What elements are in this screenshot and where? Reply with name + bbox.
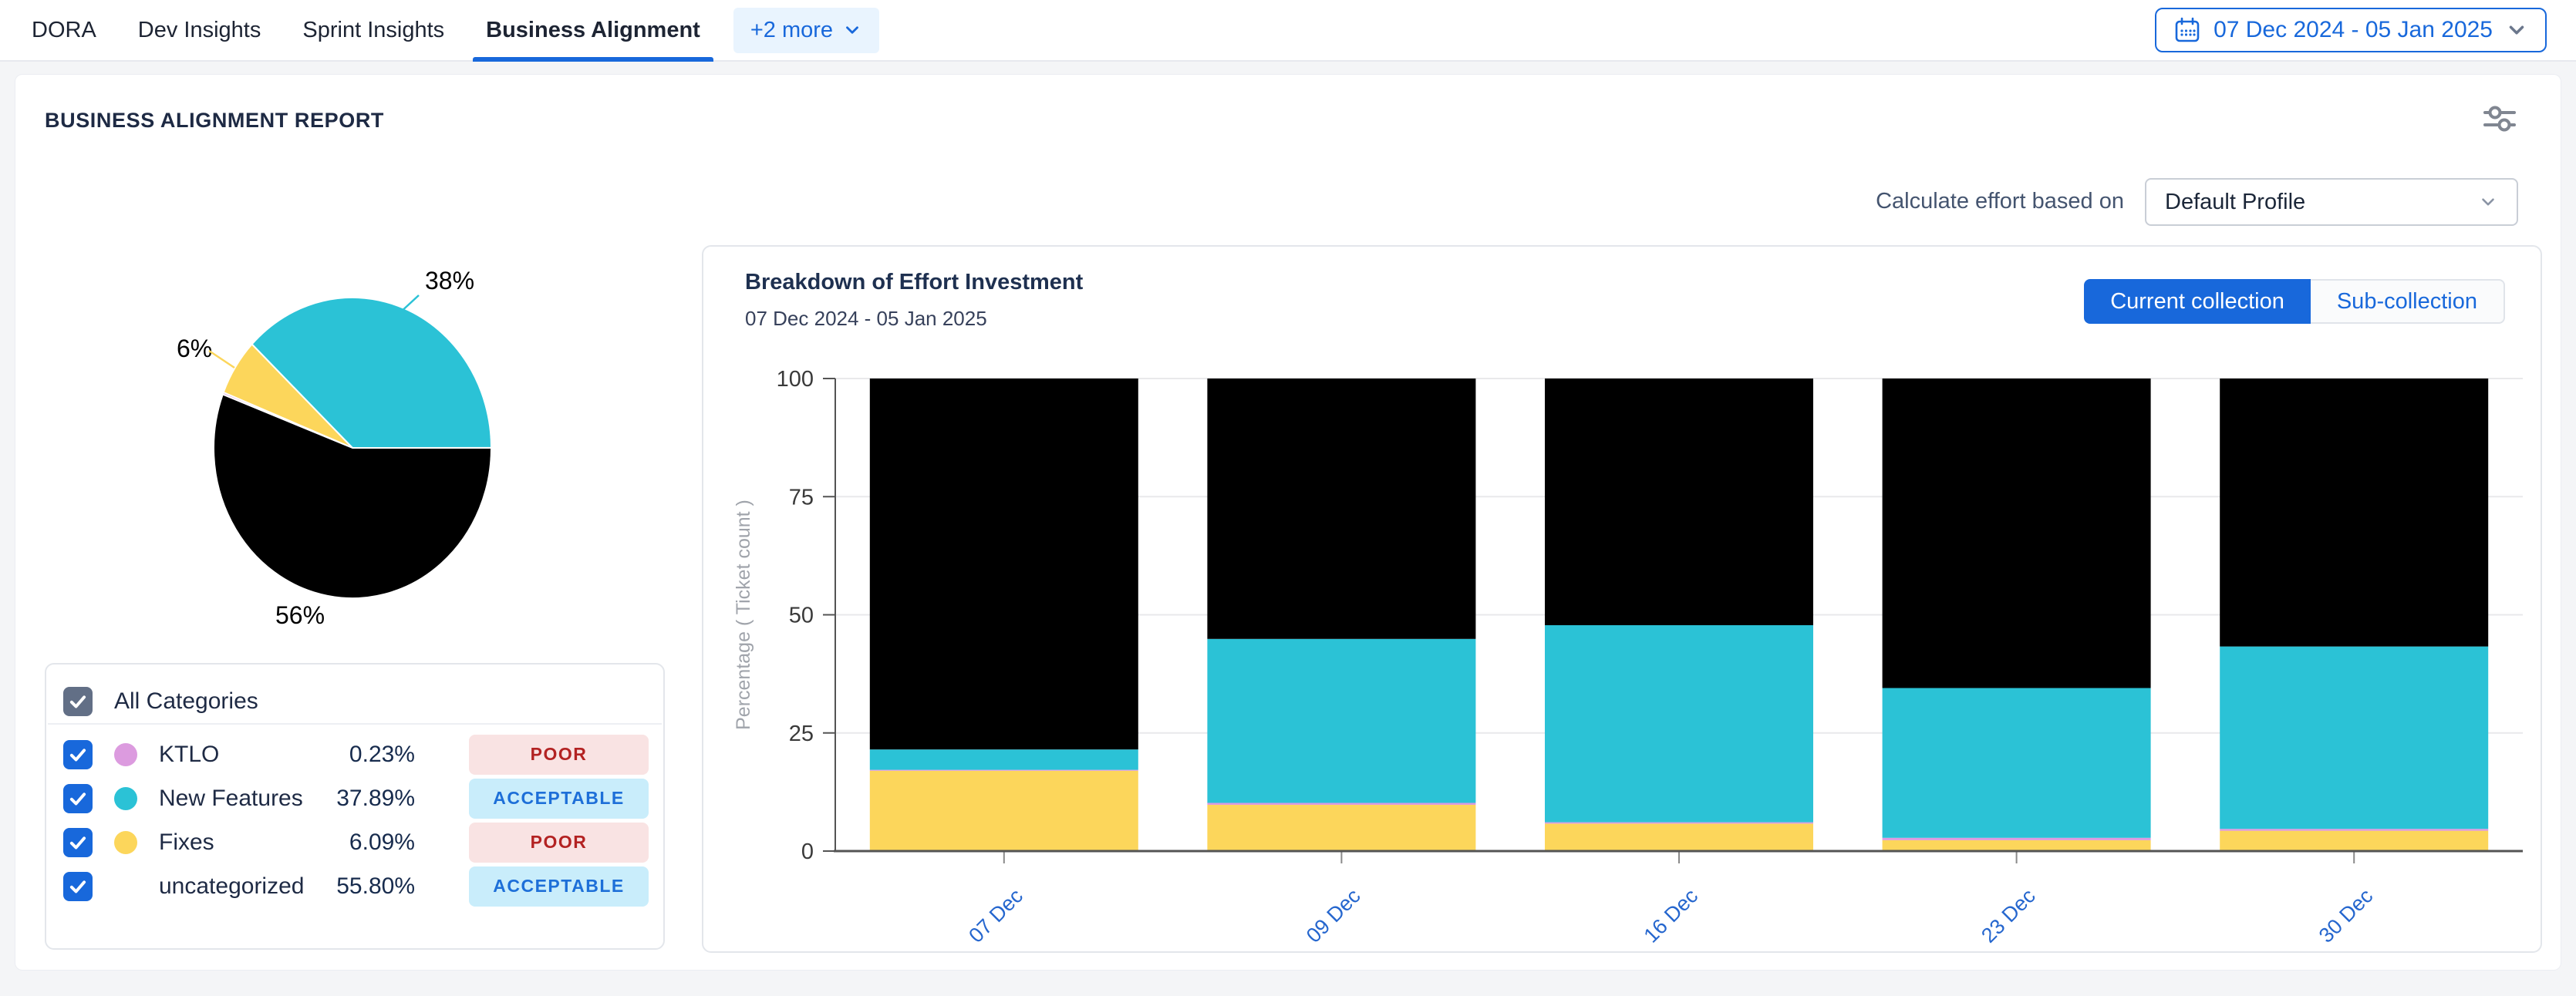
status-badge: ACCEPTABLE	[469, 866, 649, 907]
y-tick-label: 75	[789, 485, 814, 510]
check-icon	[69, 792, 86, 805]
bar-segment-ktlo[interactable]	[2220, 829, 2489, 831]
all-categories-checkbox[interactable]	[63, 687, 93, 716]
category-row-uncategorized: uncategorized 55.80% ACCEPTABLE	[46, 864, 663, 908]
category-percent: 0.23%	[349, 741, 415, 767]
chevron-down-icon	[2509, 25, 2524, 35]
category-name: KTLO	[159, 741, 220, 767]
category-checkbox[interactable]	[63, 739, 93, 769]
y-tick-label: 0	[801, 840, 814, 864]
category-color-dot	[114, 742, 137, 766]
tab-business-alignment[interactable]: Business Alignment	[465, 0, 721, 62]
bar-segment-new-features[interactable]	[1545, 625, 1813, 823]
category-row-fixes: Fixes 6.09% POOR	[46, 820, 663, 864]
bar-segment-fixes[interactable]	[1207, 804, 1476, 851]
bar-segment-fixes[interactable]	[1545, 823, 1813, 851]
chevron-down-icon	[2482, 198, 2494, 206]
category-checkbox[interactable]	[63, 783, 93, 813]
sub-collection-button[interactable]: Sub-collection	[2310, 279, 2505, 324]
sliders-icon[interactable]	[2482, 101, 2517, 136]
calendar-icon	[2175, 17, 2200, 42]
categories-card: All Categories KTLO 0.23% POOR New Features…	[45, 663, 665, 950]
bar-segment-new-features[interactable]	[2220, 646, 2489, 829]
category-name: Fixes	[159, 829, 214, 855]
business-alignment-panel: BUSINESS ALIGNMENT REPORT Calculate effo…	[15, 74, 2561, 971]
x-tick-label[interactable]: 30 Dec	[2315, 884, 2378, 947]
all-categories-row: All Categories	[46, 665, 663, 723]
more-tabs-label: +2 more	[750, 17, 834, 42]
y-axis-title: Percentage ( Ticket count )	[733, 500, 754, 730]
bar-segment-ktlo[interactable]	[1545, 822, 1813, 824]
profile-select[interactable]: Default Profile	[2145, 178, 2518, 226]
date-range-picker[interactable]: 07 Dec 2024 - 05 Jan 2025	[2155, 8, 2547, 52]
bar-segment-uncategorized[interactable]	[1545, 379, 1813, 625]
category-name: uncategorized	[159, 873, 305, 899]
category-row-new-features: New Features 37.89% ACCEPTABLE	[46, 776, 663, 820]
chart-title: Breakdown of Effort Investment	[745, 270, 1084, 294]
x-tick-label[interactable]: 23 Dec	[1977, 884, 2040, 947]
category-color-dot	[114, 786, 137, 810]
category-checkbox[interactable]	[63, 871, 93, 901]
collection-toggle: Current collection Sub-collection	[2084, 279, 2505, 324]
chevron-down-icon	[846, 26, 858, 34]
category-pie-chart: 38% 6% 56%	[177, 267, 493, 629]
check-icon	[69, 695, 86, 708]
category-checkbox[interactable]	[63, 827, 93, 857]
y-tick-label: 25	[789, 722, 814, 746]
check-icon	[69, 836, 86, 849]
status-badge: POOR	[469, 734, 649, 775]
bar-segment-uncategorized[interactable]	[1207, 379, 1476, 639]
pie-label-connector	[398, 294, 420, 315]
current-collection-button[interactable]: Current collection	[2084, 279, 2311, 324]
bar-segment-uncategorized[interactable]	[869, 379, 1138, 750]
category-color-dot	[114, 830, 137, 854]
category-percent: 37.89%	[336, 785, 415, 811]
effort-chart-card: Breakdown of Effort Investment 07 Dec 20…	[702, 245, 2542, 953]
bar-segment-fixes[interactable]	[1882, 840, 2151, 851]
bar-segment-ktlo[interactable]	[1882, 837, 2151, 840]
date-range-label: 07 Dec 2024 - 05 Jan 2025	[2214, 17, 2493, 42]
all-categories-label: All Categories	[114, 688, 258, 714]
x-tick-label[interactable]: 09 Dec	[1302, 884, 1365, 947]
bar-segment-ktlo[interactable]	[869, 769, 1138, 771]
pie-label-connector	[208, 349, 235, 369]
status-badge: ACCEPTABLE	[469, 778, 649, 819]
nav-tabs: DORA Dev Insights Sprint Insights Business …	[11, 0, 721, 62]
category-percent: 6.09%	[349, 829, 415, 855]
more-tabs-chip[interactable]: +2 more	[733, 7, 880, 53]
pie-slice-uncategorized[interactable]	[213, 393, 493, 599]
profile-select-value: Default Profile	[2165, 189, 2306, 214]
bar-segment-uncategorized[interactable]	[1882, 379, 2151, 688]
calculate-effort-label: Calculate effort based on	[1876, 189, 2124, 214]
bar-segment-fixes[interactable]	[869, 770, 1138, 851]
bar-segment-fixes[interactable]	[2220, 830, 2489, 851]
category-row-ktlo: KTLO 0.23% POOR	[46, 732, 663, 776]
bar-segment-uncategorized[interactable]	[2220, 379, 2489, 647]
effort-bar-chart: 0 25 50 75 100 07 Dec 09 Dec 16 Dec 23 Dec 30 Dec…	[733, 367, 2523, 947]
tab-dora[interactable]: DORA	[32, 17, 96, 42]
pie-label: 38%	[425, 267, 474, 294]
page-title: BUSINESS ALIGNMENT REPORT	[45, 109, 385, 132]
tab-sprint-insights[interactable]: Sprint Insights	[302, 17, 445, 42]
y-tick-label: 100	[777, 367, 814, 392]
check-icon	[69, 748, 86, 761]
chart-subtitle: 07 Dec 2024 - 05 Jan 2025	[745, 307, 987, 330]
category-name: New Features	[159, 785, 303, 811]
bar-segment-ktlo[interactable]	[1207, 803, 1476, 806]
x-tick-label[interactable]: 16 Dec	[1640, 884, 1703, 947]
category-percent: 55.80%	[336, 873, 415, 899]
pie-label: 6%	[177, 335, 212, 362]
y-tick-label: 50	[789, 604, 814, 628]
x-tick-label[interactable]: 07 Dec	[964, 884, 1027, 947]
bar-segment-new-features[interactable]	[869, 749, 1138, 770]
status-badge: POOR	[469, 822, 649, 863]
divider	[48, 723, 662, 725]
top-nav: DORA Dev Insights Sprint Insights Business …	[0, 0, 2576, 62]
category-rows: KTLO 0.23% POOR New Features 37.89% ACCEPTABL…	[46, 725, 663, 908]
bar-segment-new-features[interactable]	[1207, 638, 1476, 803]
bar-segment-new-features[interactable]	[1882, 688, 2151, 838]
tab-dev-insights[interactable]: Dev Insights	[137, 17, 261, 42]
pie-label: 56%	[275, 601, 325, 629]
check-icon	[69, 880, 86, 893]
